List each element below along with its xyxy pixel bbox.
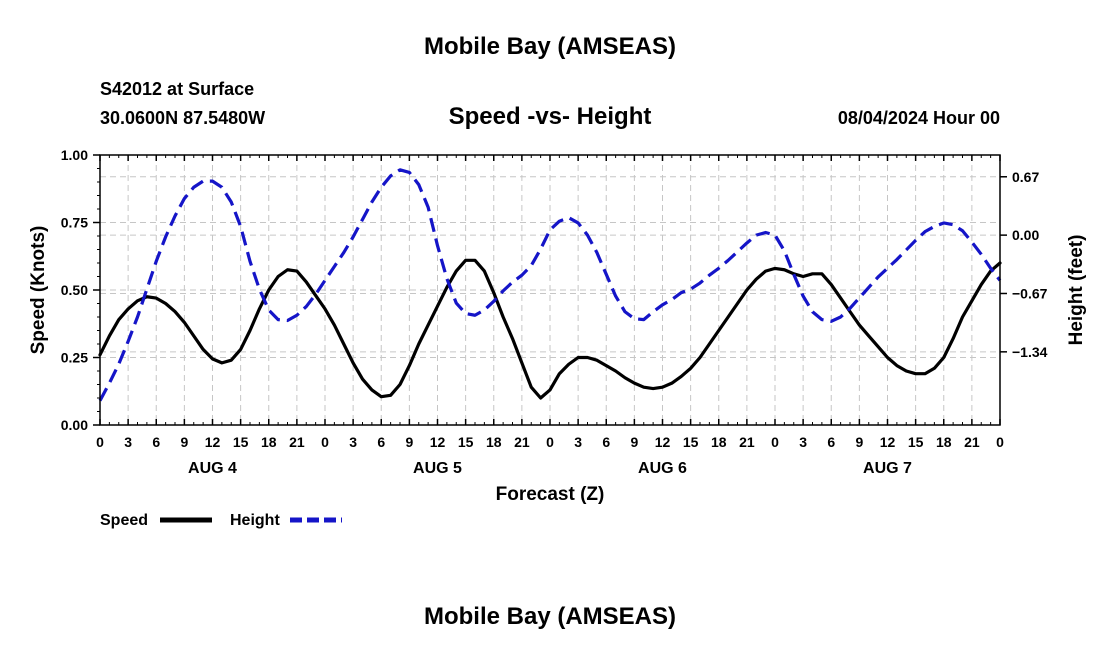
x-tick-label: 9 [855, 434, 863, 450]
x-tick-label: 6 [377, 434, 385, 450]
y-axis-right-label: Height (feet) [1066, 235, 1087, 346]
x-tick-label: 21 [514, 434, 530, 450]
legend-speed-label: Speed [100, 512, 148, 529]
x-tick-label: 0 [96, 434, 104, 450]
x-tick-label: 18 [261, 434, 277, 450]
y-left-tick-label: 1.00 [61, 147, 88, 163]
x-tick-label: 12 [205, 434, 221, 450]
page-title: Mobile Bay (AMSEAS) [424, 33, 676, 60]
x-tick-label: 6 [152, 434, 160, 450]
x-tick-label: 12 [880, 434, 896, 450]
x-tick-label: 15 [233, 434, 249, 450]
x-tick-label: 12 [430, 434, 446, 450]
x-tick-label: 21 [964, 434, 980, 450]
x-tick-label: 0 [321, 434, 329, 450]
x-tick-label: 21 [289, 434, 305, 450]
y-left-tick-label: 0.75 [61, 215, 88, 231]
day-label: AUG 4 [188, 460, 237, 477]
y-left-tick-label: 0.00 [61, 417, 88, 433]
x-tick-label: 18 [486, 434, 502, 450]
series-line-height [98, 168, 1002, 402]
x-tick-label: 21 [739, 434, 755, 450]
series-lines [98, 168, 1002, 402]
x-tick-label: 6 [827, 434, 835, 450]
x-tick-label: 0 [546, 434, 554, 450]
y-axis-left-label: Speed (Knots) [28, 226, 49, 355]
x-tick-label: 9 [180, 434, 188, 450]
y-right-tick-label: −0.67 [1012, 285, 1048, 301]
y-left-tick-label: 0.25 [61, 350, 88, 366]
legend: Speed Height [100, 512, 342, 529]
x-tick-label: 9 [405, 434, 413, 450]
y-left-tick-label: 0.50 [61, 282, 88, 298]
x-tick-label: 15 [908, 434, 924, 450]
x-tick-label: 15 [683, 434, 699, 450]
day-label: AUG 7 [863, 460, 912, 477]
x-tick-label: 6 [602, 434, 610, 450]
footer-title: Mobile Bay (AMSEAS) [424, 603, 676, 630]
y-right-tick-label: 0.67 [1012, 169, 1039, 185]
x-tick-label: 9 [630, 434, 638, 450]
legend-height-label: Height [230, 512, 280, 529]
day-label: AUG 5 [413, 460, 462, 477]
x-tick-label: 15 [458, 434, 474, 450]
x-tick-label: 3 [574, 434, 582, 450]
location-label: 30.0600N 87.5480W [100, 108, 265, 128]
forecast-datetime: 08/04/2024 Hour 00 [838, 108, 1000, 128]
series-line-speed [98, 258, 1002, 400]
x-tick-label: 18 [711, 434, 727, 450]
x-tick-label: 0 [771, 434, 779, 450]
x-tick-label: 3 [124, 434, 132, 450]
station-label: S42012 at Surface [100, 79, 254, 99]
y-right-tick-label: −1.34 [1012, 344, 1048, 360]
x-tick-label: 3 [799, 434, 807, 450]
y-right-tick-label: 0.00 [1012, 227, 1039, 243]
x-tick-label: 12 [655, 434, 671, 450]
chart-subtitle: Speed -vs- Height [449, 103, 652, 130]
x-axis-label: Forecast (Z) [496, 484, 605, 505]
axes: 0 3 6 9 12 15 18 21 0 3 6 9 12 15 18 21 0 3 6 9 12 15 18 21 0 3 6 9… [61, 147, 1048, 477]
x-tick-label: 0 [996, 434, 1004, 450]
x-tick-label: 18 [936, 434, 952, 450]
x-tick-label: 3 [349, 434, 357, 450]
day-label: AUG 6 [638, 460, 687, 477]
